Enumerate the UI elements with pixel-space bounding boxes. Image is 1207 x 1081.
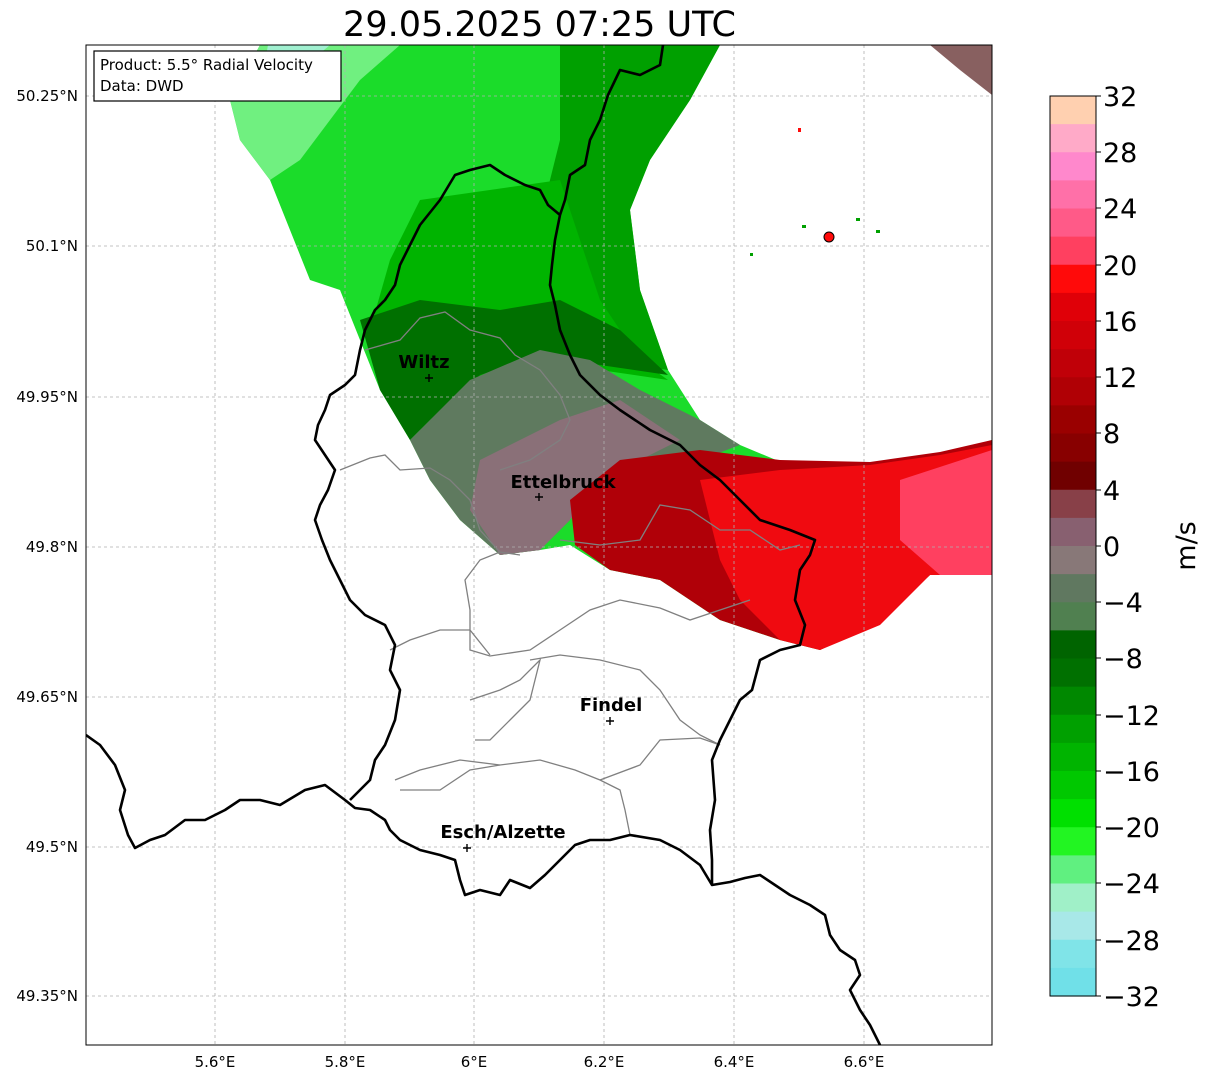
lon-tick: 5.8°E — [325, 1053, 366, 1071]
colorbar-tick: −20 — [1103, 813, 1160, 844]
colorbar-tick: 0 — [1103, 532, 1120, 563]
colorbar-segment — [1050, 433, 1096, 463]
colorbar-segment — [1050, 939, 1096, 969]
colorbar-tick: 8 — [1103, 419, 1120, 450]
colorbar-segment — [1050, 208, 1096, 238]
place-label-esch-alzette: Esch/Alzette — [440, 822, 565, 843]
colorbar-unit-label: m/s — [1171, 521, 1202, 570]
colorbar-tick: 24 — [1103, 194, 1137, 225]
colorbar-segment — [1050, 405, 1096, 435]
colorbar-segment — [1050, 883, 1096, 913]
lat-tick: 50.25°N — [16, 87, 78, 105]
colorbar-segment — [1050, 489, 1096, 519]
colorbar-tick: −12 — [1103, 701, 1160, 732]
colorbar-segment — [1050, 461, 1096, 491]
map-frame — [85, 44, 993, 1046]
colorbar-tick: −8 — [1103, 644, 1143, 675]
colorbar — [1050, 96, 1096, 997]
lat-tick: 49.8°N — [26, 538, 78, 556]
lat-tick: 49.65°N — [16, 688, 78, 706]
colorbar-segment — [1050, 855, 1096, 885]
colorbar-segment — [1050, 911, 1096, 941]
lon-tick: 6°E — [461, 1053, 488, 1071]
colorbar-segment — [1050, 96, 1096, 125]
colorbar-tick: 4 — [1103, 476, 1120, 507]
colorbar-segment — [1050, 349, 1096, 378]
colorbar-tick: −32 — [1103, 982, 1160, 1013]
colorbar-tick: 20 — [1103, 251, 1137, 282]
data-source-label: Data: DWD — [100, 77, 184, 95]
place-label-wiltz: Wiltz — [398, 352, 449, 373]
colorbar-segment — [1050, 546, 1096, 575]
colorbar-segment — [1050, 321, 1096, 350]
colorbar-segment — [1050, 602, 1096, 631]
info-box: Product: 5.5° Radial Velocity Data: DWD — [93, 50, 342, 102]
canton-borders — [339, 311, 801, 836]
colorbar-segment — [1050, 686, 1096, 716]
colorbar-segment — [1050, 742, 1096, 772]
lat-tick-labels: 50.25°N 50.1°N 49.95°N 49.8°N 49.65°N 49… — [16, 87, 78, 1005]
colorbar-tick: 16 — [1103, 307, 1137, 338]
colorbar-segment — [1050, 771, 1096, 800]
lon-tick: 6.4°E — [714, 1053, 755, 1071]
colorbar-segment — [1050, 574, 1096, 603]
colorbar-segment — [1050, 236, 1096, 266]
product-label: Product: 5.5° Radial Velocity — [100, 56, 313, 74]
colorbar-tick: −24 — [1103, 869, 1160, 900]
radar-site-marker — [823, 231, 835, 243]
colorbar-segment — [1050, 799, 1096, 828]
place-labels: Wiltz Ettelbruck Findel Esch/Alzette — [398, 352, 642, 843]
colorbar-tick: −28 — [1103, 926, 1160, 957]
colorbar-segment — [1050, 967, 1096, 997]
lon-tick: 6.6°E — [844, 1053, 885, 1071]
place-label-findel: Findel — [580, 695, 643, 716]
colorbar-segment — [1050, 827, 1096, 856]
colorbar-tick: 12 — [1103, 363, 1137, 394]
colorbar-segment — [1050, 377, 1096, 406]
radar-velocity-field — [230, 45, 992, 650]
national-borders — [86, 45, 882, 1045]
colorbar-tick-labels: 32 28 24 20 16 12 8 4 0 −4 −8 −12 −16 −2… — [1103, 82, 1160, 1013]
colorbar-segment — [1050, 152, 1096, 181]
colorbar-tick: −16 — [1103, 757, 1160, 788]
colorbar-tick-marks — [1096, 95, 1101, 997]
colorbar-segment — [1050, 630, 1096, 660]
colorbar-tick: 32 — [1103, 82, 1137, 113]
place-markers — [425, 374, 614, 852]
colorbar-segment — [1050, 264, 1096, 294]
lat-tick: 50.1°N — [26, 237, 78, 255]
colorbar-segment — [1050, 292, 1096, 322]
lon-tick: 5.6°E — [195, 1053, 236, 1071]
place-label-ettelbruck: Ettelbruck — [510, 472, 616, 493]
colorbar-segment — [1050, 180, 1096, 210]
lat-tick: 49.95°N — [16, 388, 78, 406]
colorbar-tick: 28 — [1103, 138, 1137, 169]
colorbar-tick: −4 — [1103, 588, 1143, 619]
colorbar-segment — [1050, 517, 1096, 547]
lon-tick: 6.2°E — [584, 1053, 625, 1071]
lat-tick: 49.35°N — [16, 987, 78, 1005]
lat-tick: 49.5°N — [26, 838, 78, 856]
colorbar-segment — [1050, 714, 1096, 744]
colorbar-segment — [1050, 124, 1096, 153]
map-title: 29.05.2025 07:25 UTC — [343, 5, 736, 45]
lon-tick-labels: 5.6°E 5.8°E 6°E 6.2°E 6.4°E 6.6°E — [195, 1053, 885, 1071]
colorbar-segment — [1050, 658, 1096, 688]
map-area: Wiltz Ettelbruck Findel Esch/Alzette — [86, 45, 992, 1045]
